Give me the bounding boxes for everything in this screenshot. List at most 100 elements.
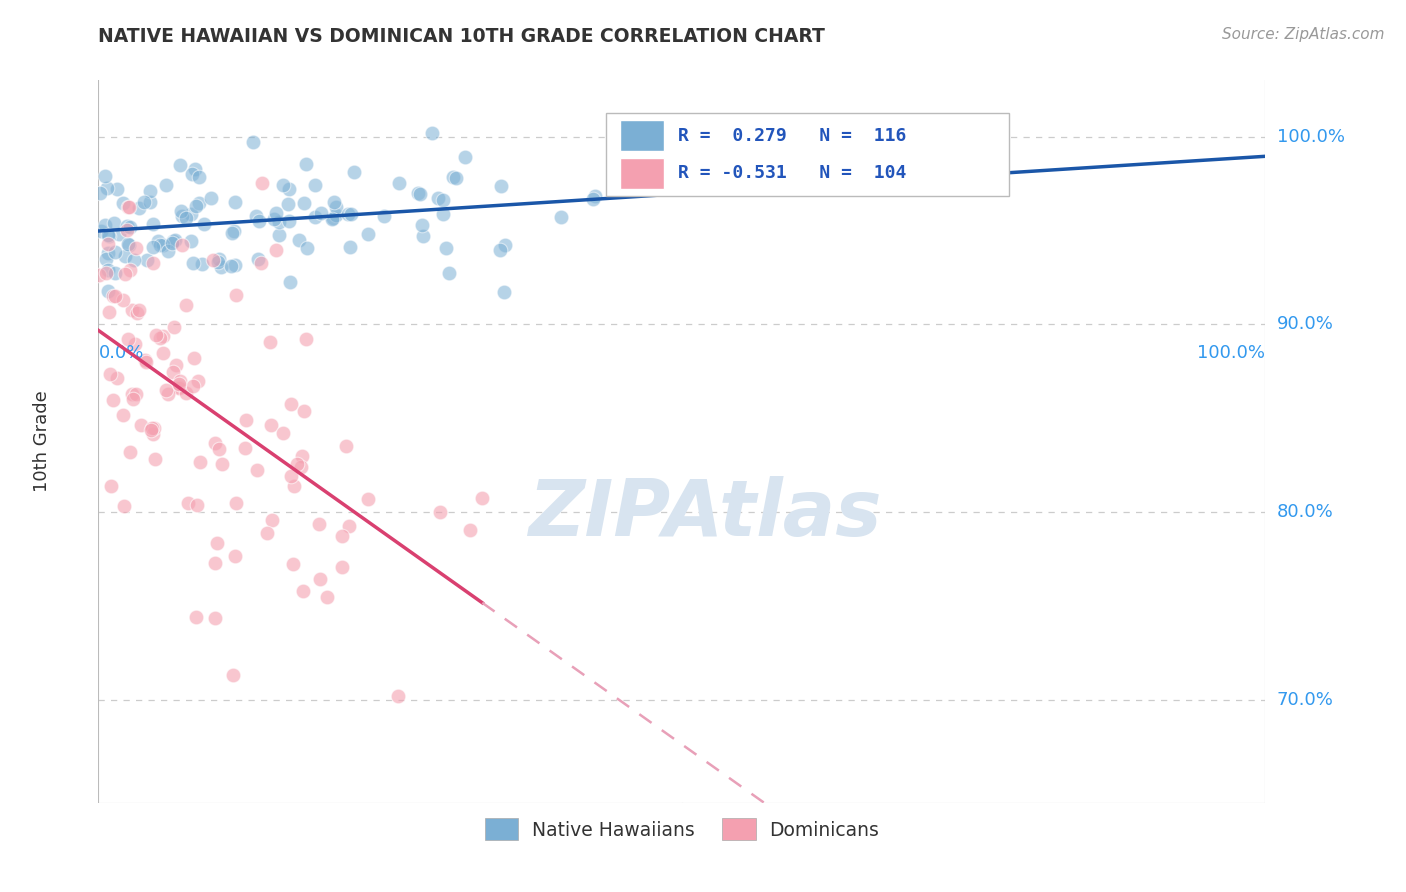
Point [221,227,243,241]
Point [316,590,339,604]
Point [420,126,443,140]
Point [295,157,318,171]
Point [294,196,316,211]
Point [291,449,314,463]
Point [259,334,281,349]
Point [427,191,450,205]
Point [209,260,232,275]
Point [273,178,295,193]
Point [112,408,135,422]
Point [105,371,128,385]
Point [115,219,138,234]
Point [304,210,326,224]
Point [103,216,125,230]
Point [280,397,302,411]
Point [122,252,145,267]
Point [152,345,174,359]
Point [112,196,135,211]
Point [256,526,278,541]
Point [411,218,433,232]
Point [180,207,202,221]
Point [174,298,197,312]
Point [432,194,454,208]
Text: 100.0%: 100.0% [1198,344,1265,362]
Point [266,206,288,220]
Point [494,238,516,252]
Point [250,177,273,191]
Point [304,178,326,192]
Point [187,374,209,388]
Point [191,257,214,271]
Point [437,266,460,280]
Point [583,189,606,203]
Point [224,258,246,272]
Point [152,238,174,252]
Point [142,256,165,270]
Point [458,524,481,538]
Text: R =  0.279   N =  116: R = 0.279 N = 116 [679,127,907,145]
Point [120,262,142,277]
Point [121,387,143,401]
Point [181,255,204,269]
Point [325,208,347,222]
Text: Source: ZipAtlas.com: Source: ZipAtlas.com [1222,27,1385,42]
Point [582,192,605,206]
Point [169,158,191,172]
Point [247,252,270,267]
Point [141,423,163,437]
Point [165,233,187,247]
Point [647,178,669,193]
Point [225,496,247,510]
Point [121,392,143,406]
Point [222,668,245,682]
FancyBboxPatch shape [620,120,665,151]
Point [134,352,156,367]
Point [167,381,190,395]
Point [277,214,299,228]
Point [167,377,190,392]
Point [103,393,125,408]
Point [132,194,155,209]
Point [108,227,131,241]
Text: NATIVE HAWAIIAN VS DOMINICAN 10TH GRADE CORRELATION CHART: NATIVE HAWAIIAN VS DOMINICAN 10TH GRADE … [98,27,825,45]
Point [617,180,640,194]
Point [97,228,120,243]
Point [101,289,124,303]
Point [292,583,315,598]
Point [120,444,142,458]
Point [170,209,193,223]
Point [162,365,184,379]
Point [204,556,226,570]
Point [200,191,222,205]
Point [193,217,215,231]
FancyBboxPatch shape [620,158,665,189]
Point [97,305,120,319]
Point [112,499,135,513]
Point [155,178,177,192]
Point [174,385,197,400]
Point [342,165,364,179]
Point [186,609,208,624]
Point [104,266,127,280]
Point [332,560,354,574]
Point [489,178,512,193]
Point [325,200,347,214]
Point [281,557,304,571]
Point [100,367,122,381]
Point [118,200,141,214]
Point [170,238,193,252]
Point [135,355,157,369]
Point [117,201,139,215]
Point [211,457,233,471]
Point [260,418,283,433]
Point [186,199,208,213]
Point [136,253,159,268]
Point [155,383,177,397]
Point [146,234,169,248]
Point [89,186,111,201]
Point [97,284,120,298]
Point [245,209,267,223]
Point [201,252,224,267]
Text: 10th Grade: 10th Grade [34,391,52,492]
Legend: Native Hawaiians, Dominicans: Native Hawaiians, Dominicans [477,811,887,847]
